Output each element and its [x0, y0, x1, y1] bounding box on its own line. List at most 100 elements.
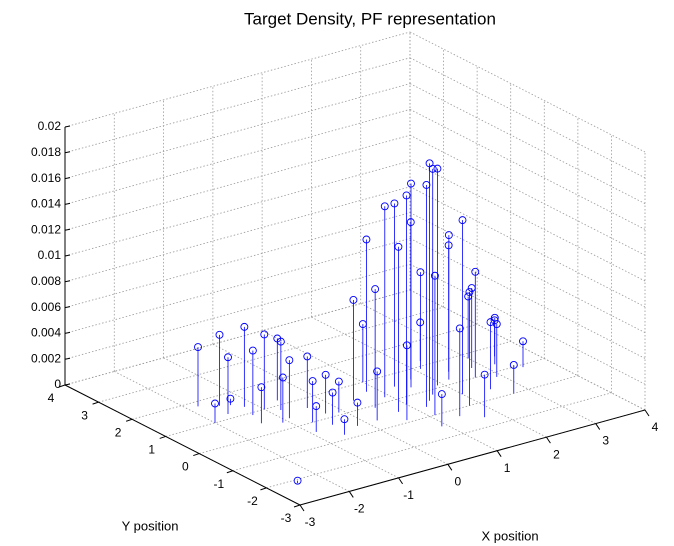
grid-line — [64, 109, 411, 205]
grid-line — [64, 263, 411, 360]
stem-marker — [278, 373, 287, 382]
stem-marker — [362, 235, 371, 244]
y-tick-label: 3 — [81, 408, 88, 422]
x-tick-label: -1 — [403, 488, 414, 502]
stem-marker — [373, 367, 382, 376]
y-tick — [159, 435, 166, 439]
stem-marker — [437, 390, 446, 399]
z-tick-label: 0.014 — [31, 197, 61, 211]
grid-line — [212, 343, 449, 465]
y-tick — [260, 487, 267, 491]
stem-marker — [394, 242, 403, 251]
y-tick — [92, 401, 99, 405]
grid-line — [64, 289, 411, 386]
x-tick-label: 0 — [455, 474, 462, 488]
stem-marker — [509, 361, 518, 369]
y-axis-label: Y position — [122, 518, 179, 533]
grid-line — [199, 358, 545, 454]
x-tick — [595, 423, 601, 430]
stem-marker — [211, 399, 219, 408]
stem-marker — [194, 343, 202, 352]
grid-line — [232, 375, 578, 472]
stem-marker — [328, 388, 337, 397]
stem-marker — [467, 284, 476, 292]
stem-marker — [285, 356, 294, 365]
grid-line — [266, 392, 612, 489]
z-tick — [64, 306, 71, 309]
grid-line — [409, 57, 646, 179]
z-tick — [64, 383, 71, 386]
grid-line — [409, 160, 646, 282]
stem-marker — [240, 322, 249, 331]
z-tick — [64, 151, 71, 154]
stem-marker — [312, 402, 321, 411]
z-tick — [64, 254, 71, 257]
z-tick — [64, 357, 71, 360]
stem-marker — [464, 292, 473, 301]
stem-marker — [248, 346, 257, 355]
grid-line — [409, 31, 646, 153]
stem-marker — [433, 164, 442, 173]
x-tick-label: -3 — [305, 515, 316, 529]
stem-marker — [480, 370, 489, 379]
stem-marker — [215, 330, 224, 339]
stem-marker — [402, 341, 411, 350]
stem-marker — [358, 320, 367, 329]
stem-marker — [416, 268, 425, 277]
z-tick-label: 0.004 — [31, 326, 61, 340]
grid-line — [114, 371, 350, 492]
y-axis-line — [64, 384, 301, 506]
stem-marker — [321, 370, 330, 379]
grid-line — [261, 330, 498, 452]
stem-marker — [340, 415, 349, 424]
x-tick — [348, 491, 354, 498]
stem-marker — [444, 231, 453, 240]
stem-marker — [303, 352, 312, 361]
stem-marker — [273, 334, 282, 343]
grid-line — [409, 212, 646, 333]
stem-marker — [428, 164, 437, 173]
grid-line — [64, 134, 411, 231]
y-tick-label: -1 — [214, 477, 225, 491]
stem-marker — [349, 296, 358, 304]
chart-title: Target Density, PF representation — [244, 9, 496, 28]
y-tick — [58, 384, 66, 388]
z-tick-label: 0.02 — [38, 119, 62, 133]
stem-marker — [465, 288, 474, 297]
x-tick — [496, 450, 502, 457]
stem-marker — [334, 377, 343, 386]
z-tick-label: 0.006 — [31, 300, 61, 314]
stem-marker — [422, 181, 431, 189]
grid-line — [64, 31, 411, 128]
z-tick — [64, 228, 71, 231]
x-tick — [644, 409, 650, 417]
z-tick — [64, 331, 71, 334]
stem-marker — [353, 398, 362, 407]
y-tick-label: 2 — [115, 425, 122, 439]
stem-marker — [308, 377, 317, 386]
grid-line — [165, 341, 511, 437]
stem-marker — [490, 316, 499, 325]
grid-line — [64, 160, 411, 257]
stem-marker — [402, 191, 411, 200]
x-tick-label: 3 — [602, 434, 609, 448]
grid-line — [64, 238, 411, 334]
stem-marker — [293, 476, 302, 485]
grid-line — [64, 186, 411, 283]
z-tick-label: 0.012 — [31, 222, 61, 236]
y-tick — [293, 504, 301, 508]
z-tick-label: 0.008 — [31, 274, 61, 288]
stem-marker — [371, 285, 380, 294]
grid-line — [98, 306, 444, 403]
grid-line — [409, 134, 646, 256]
z-tick — [64, 202, 71, 205]
y-tick-label: 4 — [48, 391, 55, 405]
grid-line — [64, 83, 411, 179]
z-tick — [64, 125, 71, 128]
stem-marker — [416, 318, 425, 327]
x-tick-label: 1 — [504, 461, 511, 475]
y-tick-label: 0 — [182, 460, 189, 474]
grid-line — [409, 263, 646, 385]
stem-marker — [406, 218, 415, 227]
